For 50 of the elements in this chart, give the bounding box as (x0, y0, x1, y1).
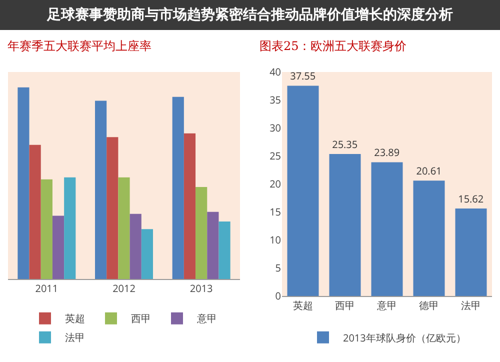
chart-title: 图表25：欧洲五大联赛身价 (259, 39, 407, 54)
y-tick-label: 0 (275, 288, 282, 302)
x-tick-label: 英超 (293, 298, 313, 312)
x-tick-label: 西甲 (335, 298, 355, 312)
bar (106, 137, 118, 279)
legend-label: 法甲 (65, 330, 85, 344)
y-tick-label: 30 (270, 120, 282, 134)
y-tick-label: 15 (270, 204, 282, 218)
x-tick-label: 2012 (112, 281, 136, 295)
data-label: 23.89 (374, 145, 400, 160)
bar (184, 133, 196, 279)
chart-title: 年赛季五大联赛平均上座率 (7, 39, 152, 54)
y-tick-label: 5 (275, 260, 282, 274)
data-label: 20.61 (416, 164, 442, 178)
data-label: 37.55 (290, 68, 316, 83)
bar (141, 229, 153, 279)
x-tick-label: 2011 (35, 281, 58, 295)
bar (64, 177, 76, 279)
x-tick-label: 法甲 (461, 298, 481, 312)
y-tick-label: 40 (270, 64, 282, 78)
bar (130, 214, 142, 279)
bar (29, 144, 41, 279)
bar (207, 212, 219, 279)
bar (95, 100, 107, 279)
text: 足球赛事赞助商与市场趋势紧密结合推动品牌价值增长的深度分析 (0, 0, 500, 30)
bar (371, 162, 403, 296)
bar (413, 180, 445, 296)
x-tick-label: 德甲 (419, 298, 439, 312)
y-tick-label: 35 (270, 92, 282, 106)
x-tick-label: 意甲 (376, 298, 397, 312)
legend-label: 英超 (65, 311, 85, 326)
y-tick-label: 10 (270, 232, 282, 246)
x-tick-label: 2013 (190, 281, 214, 295)
bar (40, 179, 52, 279)
data-label: 25.35 (332, 137, 358, 152)
bar (455, 208, 487, 296)
bar (218, 222, 230, 279)
bar (287, 86, 319, 296)
legend-label: 西甲 (131, 311, 151, 326)
bar (52, 216, 64, 279)
bar (196, 187, 208, 279)
y-tick-label: 20 (270, 176, 282, 190)
bar (172, 96, 184, 279)
legend-label: 意甲 (196, 311, 217, 326)
y-tick-label: 25 (270, 148, 282, 162)
bar (118, 177, 130, 279)
legend-label: 2013年球队身价（亿欧元） (343, 330, 466, 344)
bar (18, 87, 30, 279)
data-label: 15.62 (458, 192, 484, 206)
bar (329, 154, 361, 296)
